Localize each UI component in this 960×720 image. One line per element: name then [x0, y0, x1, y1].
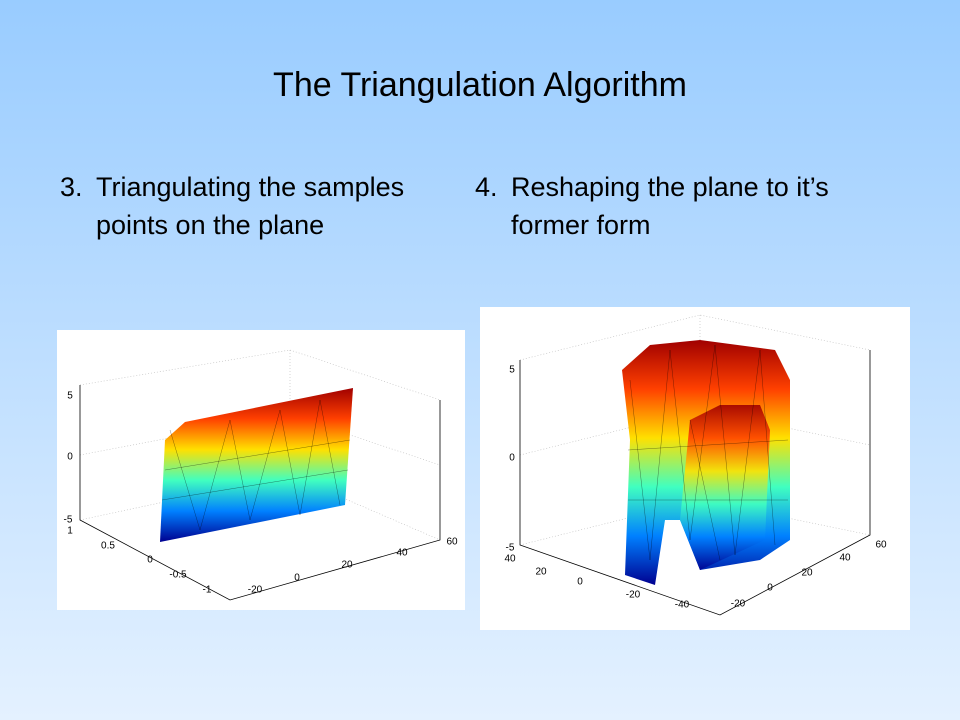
axes [519, 350, 871, 616]
tick-label: 0 [294, 573, 300, 584]
tick-label: -0.5 [169, 570, 187, 581]
bullet-text: Reshaping the plane to it’s former form [511, 172, 829, 240]
axes [79, 385, 441, 601]
tick-label: -1 [203, 585, 212, 596]
tick-label: 1 [67, 526, 73, 537]
tick-label: 0 [509, 453, 515, 464]
bullet-number: 3. [60, 172, 83, 202]
surface [160, 388, 353, 542]
tick-label: -20 [248, 585, 263, 596]
slide-title: The Triangulation Algorithm [273, 66, 687, 104]
bullet: 4. Reshaping the plane to it’s former for… [475, 168, 841, 244]
grid [519, 314, 871, 546]
mesh [161, 399, 351, 531]
tick-label: -5 [64, 515, 73, 526]
bullet: 3. Triangulating the samples points on th… [60, 168, 458, 244]
tick-label: -5 [506, 543, 515, 554]
mesh [627, 344, 789, 561]
tick-label: 40 [396, 548, 408, 559]
tick-label: 40 [504, 554, 516, 565]
tick-label: 0 [767, 583, 773, 594]
figure: 5 0 -5 40 20 0 -20 -40 -20 0 20 40 60 [480, 307, 910, 630]
tick-label: -20 [626, 590, 641, 601]
bullet-text: Triangulating the samples points on the … [96, 172, 405, 240]
tick-label: 0 [147, 555, 153, 566]
tick-label: 40 [839, 553, 851, 564]
tick-label: 60 [875, 540, 887, 551]
tick-label: 0.5 [101, 541, 115, 552]
bullet-number: 4. [475, 172, 498, 202]
tick-label: -40 [675, 600, 690, 611]
tick-label: 0 [67, 452, 73, 463]
tick-label: 60 [446, 537, 458, 548]
tick-label: -20 [731, 599, 746, 610]
tick-label: 20 [801, 568, 813, 579]
tick-label: 0 [577, 577, 583, 588]
tick-label: 5 [67, 391, 73, 402]
figure: 5 0 -5 1 0.5 0 -0.5 -1 -20 0 20 40 60 [57, 330, 465, 610]
tick-label: 20 [341, 560, 353, 571]
grid [79, 349, 441, 541]
tick-label: 20 [535, 567, 547, 578]
tick-label: 5 [509, 365, 515, 376]
surface [680, 405, 770, 570]
